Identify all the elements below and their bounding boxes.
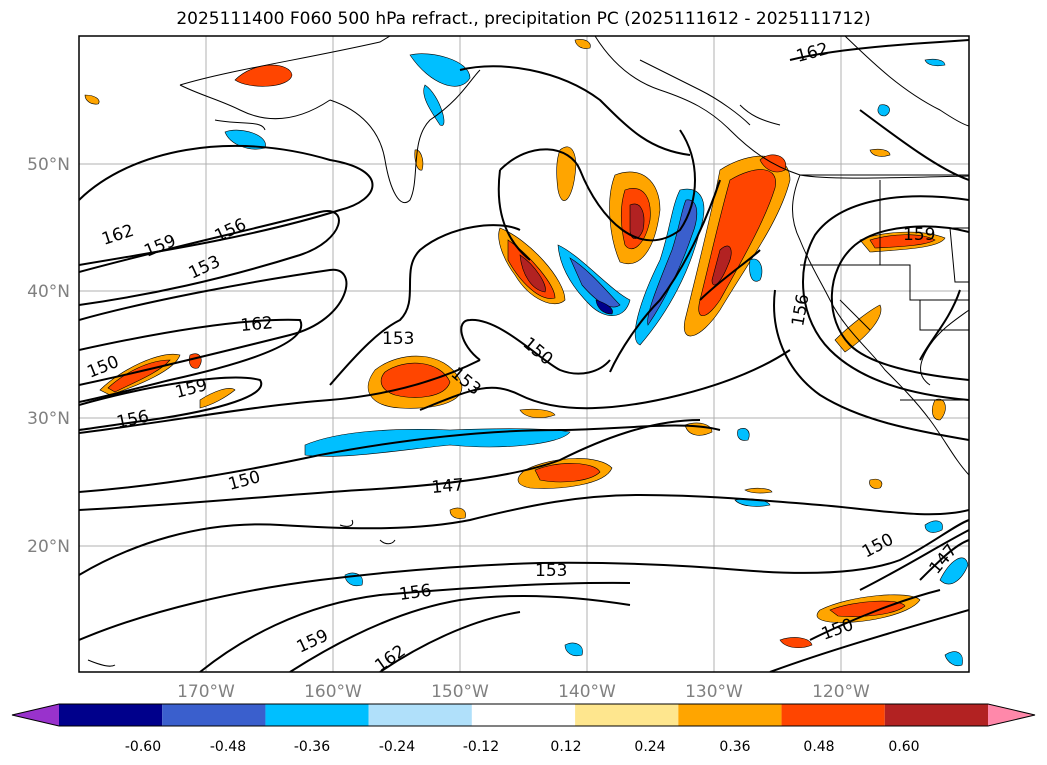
lon-label: 120°W: [812, 682, 870, 702]
colorbar-labels: -0.60 -0.48 -0.36 -0.24 -0.12 0.12 0.24 …: [125, 739, 920, 755]
colorbar-label: 0.36: [719, 739, 750, 755]
colorbar-outline: [11, 703, 1036, 727]
colorbar-label: -0.24: [379, 739, 415, 755]
map-background: [79, 36, 969, 672]
colorbar-segment: [575, 704, 679, 726]
colorbar-extend-min: [12, 704, 59, 726]
contour-label: 156: [398, 581, 433, 605]
gridlines: [79, 36, 969, 672]
contour-label: 147: [431, 475, 465, 498]
lon-label: 170°W: [177, 682, 235, 702]
contour-label: 162: [240, 313, 274, 336]
colorbar-segment: [781, 704, 885, 726]
colorbar-segment: [678, 704, 782, 726]
lon-label: 150°W: [431, 682, 489, 702]
lon-label: 160°W: [304, 682, 362, 702]
chart-title: 2025111400 F060 500 hPa refract., precip…: [176, 9, 871, 29]
lat-label: 40°N: [27, 282, 70, 302]
colorbar-label: 0.24: [634, 739, 665, 755]
colorbar-label: -0.48: [210, 739, 246, 755]
height-contours: [79, 39, 969, 672]
political-borders: [800, 174, 969, 401]
colorbar: -0.60 -0.48 -0.36 -0.24 -0.12 0.12 0.24 …: [11, 703, 1036, 755]
colorbar-label: -0.36: [294, 739, 330, 755]
precip-shading: [84, 39, 969, 667]
colorbar-segments: [11, 703, 1036, 727]
contour-label: 153: [382, 329, 414, 349]
contour-label: 153: [535, 561, 567, 581]
lon-label: 140°W: [558, 682, 616, 702]
map-frame: [78, 35, 970, 673]
lon-label: 130°W: [685, 682, 743, 702]
colorbar-label: -0.60: [125, 739, 161, 755]
colorbar-label: 0.60: [888, 739, 919, 755]
colorbar-segment: [884, 704, 988, 726]
lat-label: 30°N: [27, 409, 70, 429]
colorbar-label: 0.12: [550, 739, 581, 755]
coastlines: [87, 36, 969, 667]
latitude-labels: 50°N 40°N 30°N 20°N: [27, 155, 70, 557]
colorbar-segment: [162, 704, 266, 726]
colorbar-segment: [471, 704, 576, 726]
colorbar-extend-max: [988, 704, 1035, 726]
longitude-labels: 170°W 160°W 150°W 140°W 130°W 120°W: [177, 682, 870, 702]
map-panel: 162 159 156 153 162 150 159 156 153 153 …: [78, 35, 970, 676]
colorbar-segment: [368, 704, 472, 726]
lat-label: 20°N: [27, 537, 70, 557]
colorbar-label: -0.12: [463, 739, 499, 755]
contour-label: 159: [903, 225, 935, 245]
colorbar-segment: [265, 704, 369, 726]
colorbar-segment: [59, 704, 163, 726]
lat-label: 50°N: [27, 155, 70, 175]
colorbar-label: 0.48: [803, 739, 834, 755]
